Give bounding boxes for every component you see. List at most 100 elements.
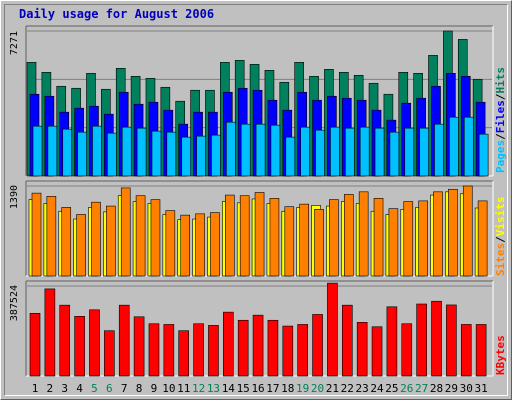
y-max-label-kbytes: 387524	[9, 285, 20, 321]
kbytes-bar-1	[29, 312, 41, 377]
pages-bar-2	[47, 125, 58, 177]
legend-sites-visits-part-3: Visits	[494, 197, 507, 237]
kbytes-bar-16	[252, 314, 264, 377]
sites-bar-11	[180, 214, 191, 277]
day-label-15: 15	[237, 382, 250, 395]
legend-sites-visits-part-1: Sites	[494, 243, 507, 276]
sites-bar-15	[239, 195, 250, 277]
sites-bar-13	[210, 212, 220, 277]
legend-hits-files-pages-part-3: Files	[494, 100, 507, 133]
kbytes-bar-5	[89, 309, 100, 377]
pages-bar-25	[389, 131, 400, 177]
sites-bar-17	[269, 198, 280, 277]
day-label-21: 21	[326, 382, 339, 395]
sites-bar-23	[358, 191, 369, 277]
sites-bar-20	[314, 209, 324, 277]
day-label-1: 1	[32, 382, 39, 395]
day-label-12: 12	[192, 382, 205, 395]
day-label-23: 23	[356, 382, 369, 395]
day-label-16: 16	[251, 382, 264, 395]
chart-title: Daily usage for August 2006	[19, 7, 215, 21]
kbytes-bar-24	[371, 326, 383, 377]
sites-bar-24	[373, 198, 384, 277]
y-max-label-visits: 1390	[9, 185, 20, 209]
kbytes-bar-11	[178, 330, 190, 377]
sites-bar-6	[106, 205, 116, 277]
sites-bar-21	[329, 199, 339, 277]
day-label-14: 14	[222, 382, 236, 395]
legend-hits-files-pages-part-4: /	[494, 93, 507, 100]
kbytes-bar-12	[193, 323, 204, 377]
kbytes-bar-8	[133, 316, 145, 377]
sites-bar-10	[165, 210, 176, 277]
day-label-5: 5	[91, 382, 98, 395]
legend-kbytes-part-1: KBytes	[494, 335, 507, 375]
kbytes-bar-15	[237, 319, 249, 377]
sites-bar-7	[120, 187, 131, 277]
legend-kbytes: KBytes	[494, 335, 507, 375]
pages-bar-8	[136, 127, 147, 177]
day-label-11: 11	[177, 382, 190, 395]
sites-bar-14	[225, 194, 235, 277]
kbytes-bar-21	[327, 282, 338, 377]
kbytes-bar-7	[118, 304, 130, 377]
sites-bar-4	[76, 214, 86, 277]
pages-bar-16	[255, 123, 266, 177]
pages-bar-23	[359, 126, 370, 177]
legend-sites-visits: Sites/Visits	[494, 197, 507, 277]
kbytes-bar-28	[431, 300, 442, 377]
day-label-19: 19	[296, 382, 309, 395]
sites-bar-25	[388, 208, 399, 277]
kbytes-bar-22	[341, 304, 353, 377]
kbytes-bar-9	[148, 323, 160, 377]
sites-bar-9	[150, 199, 161, 277]
kbytes-bar-17	[267, 319, 279, 377]
pages-bar-21	[330, 126, 340, 177]
pages-bar-27	[419, 127, 429, 177]
day-label-3: 3	[61, 382, 68, 395]
pages-bar-18	[285, 136, 296, 177]
day-label-18: 18	[281, 382, 294, 395]
pages-bar-29	[449, 116, 459, 177]
kbytes-bar-31	[475, 324, 487, 377]
y-max-label-hits: 7271	[9, 31, 20, 55]
day-label-7: 7	[121, 382, 128, 395]
kbytes-bar-6	[104, 330, 115, 377]
kbytes-bar-30	[460, 324, 472, 377]
pages-bar-6	[107, 132, 117, 177]
sites-bar-22	[343, 194, 354, 277]
day-label-13: 13	[207, 382, 220, 395]
pages-bar-4	[77, 131, 87, 177]
pages-bar-28	[434, 123, 444, 177]
legend-hits-files-pages-part-1: Pages	[494, 140, 507, 173]
day-label-29: 29	[445, 382, 458, 395]
day-label-31: 31	[475, 382, 488, 395]
sites-bar-3	[61, 207, 72, 277]
kbytes-bar-27	[416, 303, 427, 377]
pages-bar-14	[226, 121, 236, 177]
sites-bar-28	[433, 191, 443, 277]
sites-bar-19	[299, 203, 309, 277]
day-label-2: 2	[47, 382, 54, 395]
kbytes-bar-25	[386, 306, 398, 377]
pages-bar-26	[404, 127, 415, 177]
pages-bar-11	[181, 136, 192, 177]
sites-bar-8	[135, 195, 146, 277]
pages-bar-9	[151, 130, 162, 177]
sites-bar-1	[31, 192, 42, 277]
sites-bar-2	[46, 196, 57, 277]
day-label-17: 17	[266, 382, 279, 395]
pages-bar-7	[121, 126, 132, 177]
day-label-8: 8	[136, 382, 143, 395]
kbytes-bar-4	[74, 316, 85, 377]
day-label-27: 27	[415, 382, 428, 395]
sites-bar-31	[477, 200, 488, 277]
kbytes-bar-23	[356, 322, 368, 377]
sites-bar-12	[195, 213, 205, 277]
day-label-26: 26	[400, 382, 413, 395]
kbytes-bar-2	[44, 288, 56, 377]
legend-hits-files-pages-part-2: /	[494, 133, 507, 140]
pages-bar-31	[478, 133, 489, 177]
